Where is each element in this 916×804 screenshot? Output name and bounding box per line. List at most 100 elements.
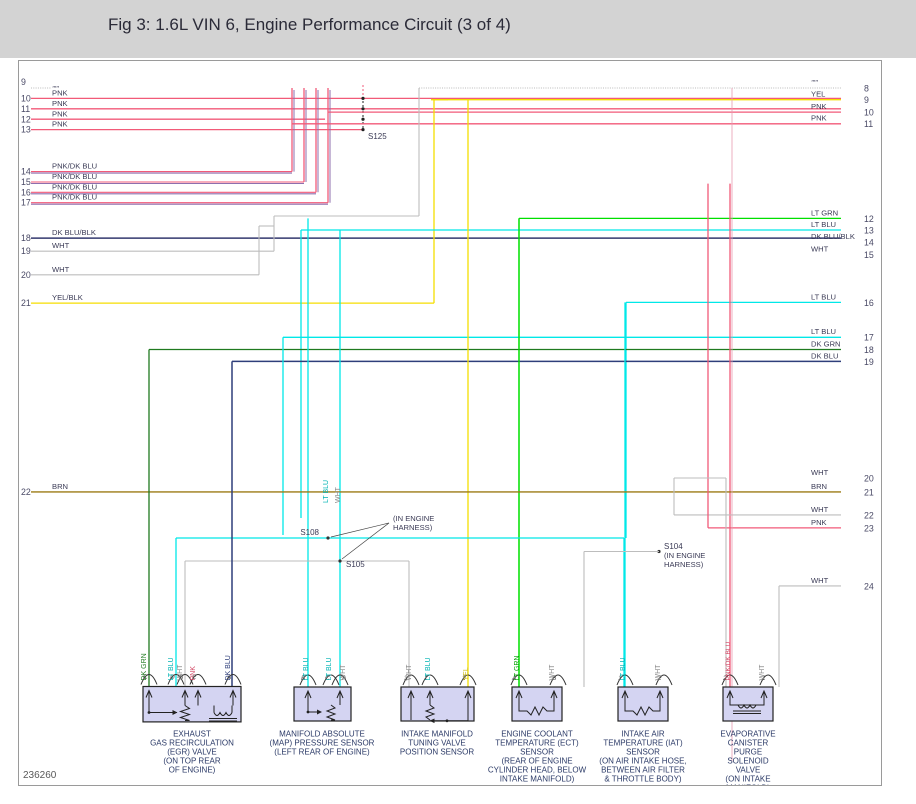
svg-text:WHT: WHT <box>406 664 413 681</box>
svg-text:LT GRN: LT GRN <box>514 655 521 680</box>
svg-text:POSITION SENSOR: POSITION SENSOR <box>400 748 474 757</box>
svg-text:(MAP) PRESSURE SENSOR: (MAP) PRESSURE SENSOR <box>270 739 375 748</box>
svg-text:13: 13 <box>864 225 874 235</box>
svg-text:LT BLU: LT BLU <box>303 657 310 680</box>
svg-text:WHT: WHT <box>52 265 70 274</box>
svg-text:(ON AIR INTAKE HOSE,: (ON AIR INTAKE HOSE, <box>599 757 686 766</box>
svg-text:EVAPORATIVE: EVAPORATIVE <box>720 730 775 739</box>
svg-text:10: 10 <box>21 94 31 104</box>
svg-text:WHT: WHT <box>811 505 829 514</box>
svg-text:(EGR) VALVE: (EGR) VALVE <box>167 748 217 757</box>
svg-text:19: 19 <box>864 357 874 367</box>
svg-text:8: 8 <box>864 84 869 94</box>
svg-text:WHT: WHT <box>655 664 662 681</box>
svg-text:DK GRN: DK GRN <box>141 653 148 680</box>
svg-text:PNK/DK BLU: PNK/DK BLU <box>52 162 97 171</box>
svg-text:16: 16 <box>864 298 874 308</box>
svg-text:PNK/DK BLU: PNK/DK BLU <box>52 193 97 202</box>
svg-text:WHT: WHT <box>811 576 829 585</box>
svg-text:WHT: WHT <box>177 664 184 681</box>
svg-text:INTAKE MANIFOLD: INTAKE MANIFOLD <box>401 730 473 739</box>
svg-text:WHT: WHT <box>340 664 347 681</box>
svg-text:CYLINDER HEAD, BELOW: CYLINDER HEAD, BELOW <box>488 766 587 775</box>
svg-text:12: 12 <box>21 114 31 124</box>
svg-text:(IN ENGINE: (IN ENGINE <box>393 514 434 523</box>
svg-text:14: 14 <box>864 238 874 248</box>
svg-text:12: 12 <box>864 214 874 224</box>
svg-text:WHT: WHT <box>811 245 829 254</box>
svg-text:(REAR OF ENGINE: (REAR OF ENGINE <box>501 757 572 766</box>
svg-text:TEMPERATURE (IAT): TEMPERATURE (IAT) <box>603 739 683 748</box>
svg-text:& THROTTLE BODY): & THROTTLE BODY) <box>604 775 682 784</box>
svg-text:LT BLU: LT BLU <box>323 480 330 503</box>
svg-text:LT BLU: LT BLU <box>168 657 175 680</box>
svg-text:21: 21 <box>864 487 874 497</box>
svg-text:LT BLU: LT BLU <box>620 657 627 680</box>
svg-text:18: 18 <box>864 345 874 355</box>
svg-text:21: 21 <box>21 298 31 308</box>
svg-text:10: 10 <box>864 108 874 118</box>
svg-text:LT GRN: LT GRN <box>811 208 838 217</box>
svg-text:15: 15 <box>21 177 31 187</box>
svg-text:EXHAUST: EXHAUST <box>173 730 211 739</box>
svg-text:ENGINE COOLANT: ENGINE COOLANT <box>501 730 573 739</box>
svg-text:PNK/DK BLU: PNK/DK BLU <box>52 182 97 191</box>
svg-text:22: 22 <box>21 487 31 497</box>
svg-text:17: 17 <box>864 333 874 343</box>
svg-text:YEL/BLK: YEL/BLK <box>52 293 83 302</box>
svg-text:LT BLU: LT BLU <box>811 220 836 229</box>
svg-text:PNK: PNK <box>811 114 827 123</box>
svg-text:SENSOR: SENSOR <box>520 748 554 757</box>
svg-text:HARNESS): HARNESS) <box>393 523 433 532</box>
svg-text:19: 19 <box>21 246 31 256</box>
svg-text:BETWEEN AIR FILTER: BETWEEN AIR FILTER <box>601 766 685 775</box>
svg-text:DK BLU/BLK: DK BLU/BLK <box>811 232 855 241</box>
svg-text:LT BLU: LT BLU <box>811 292 836 301</box>
svg-text:S105: S105 <box>346 560 365 569</box>
svg-text:BRN: BRN <box>52 482 68 491</box>
svg-text:23: 23 <box>864 523 874 533</box>
svg-text:14: 14 <box>21 167 31 177</box>
svg-text:S104: S104 <box>664 542 683 551</box>
svg-text:22: 22 <box>864 510 874 520</box>
svg-text:9: 9 <box>864 95 869 105</box>
svg-text:OF ENGINE): OF ENGINE) <box>169 766 216 775</box>
svg-text:LT BLU: LT BLU <box>326 657 333 680</box>
svg-text:24: 24 <box>864 581 874 591</box>
svg-text:20: 20 <box>864 473 874 483</box>
svg-text:YEL: YEL <box>463 667 470 680</box>
svg-text:DK BLU/BLK: DK BLU/BLK <box>52 228 96 237</box>
svg-text:PNK/DK BLU: PNK/DK BLU <box>725 642 732 681</box>
svg-text:9: 9 <box>21 77 26 87</box>
svg-text:WHT: WHT <box>549 664 556 681</box>
svg-text:16: 16 <box>21 187 31 197</box>
svg-text:TEMPERATURE (ECT): TEMPERATURE (ECT) <box>495 739 579 748</box>
svg-text:SENSOR: SENSOR <box>626 748 660 757</box>
svg-text:15: 15 <box>864 250 874 260</box>
svg-text:WHT: WHT <box>811 468 829 477</box>
svg-text:WHT: WHT <box>52 241 70 250</box>
svg-text:13: 13 <box>21 125 31 135</box>
svg-text:PNK: PNK <box>52 120 68 129</box>
svg-text:INTAKE MANIFOLD): INTAKE MANIFOLD) <box>500 775 575 784</box>
svg-text:11: 11 <box>21 104 30 114</box>
svg-text:PNK: PNK <box>52 99 68 108</box>
svg-text:PNK/DK BLU: PNK/DK BLU <box>52 172 97 181</box>
svg-text:DK BLU: DK BLU <box>225 655 232 680</box>
svg-text:S125: S125 <box>368 132 387 141</box>
svg-text:PNK: PNK <box>811 102 827 111</box>
svg-text:PNK: PNK <box>811 518 827 527</box>
svg-text:18: 18 <box>21 233 31 243</box>
svg-text:11: 11 <box>864 119 873 129</box>
svg-text:TUNING VALVE: TUNING VALVE <box>408 739 466 748</box>
svg-text:(IN ENGINE: (IN ENGINE <box>664 551 705 560</box>
svg-text:VALVE: VALVE <box>736 766 761 775</box>
svg-text:20: 20 <box>21 270 31 280</box>
svg-text:DK BLU: DK BLU <box>811 351 838 360</box>
svg-text:S108: S108 <box>300 528 319 537</box>
svg-text:PNK: PNK <box>190 666 197 681</box>
svg-text:LT BLU: LT BLU <box>811 327 836 336</box>
svg-text:INTAKE AIR: INTAKE AIR <box>621 730 665 739</box>
svg-text:(LEFT REAR OF ENGINE): (LEFT REAR OF ENGINE) <box>274 748 370 757</box>
svg-text:CANISTER: CANISTER <box>728 739 769 748</box>
